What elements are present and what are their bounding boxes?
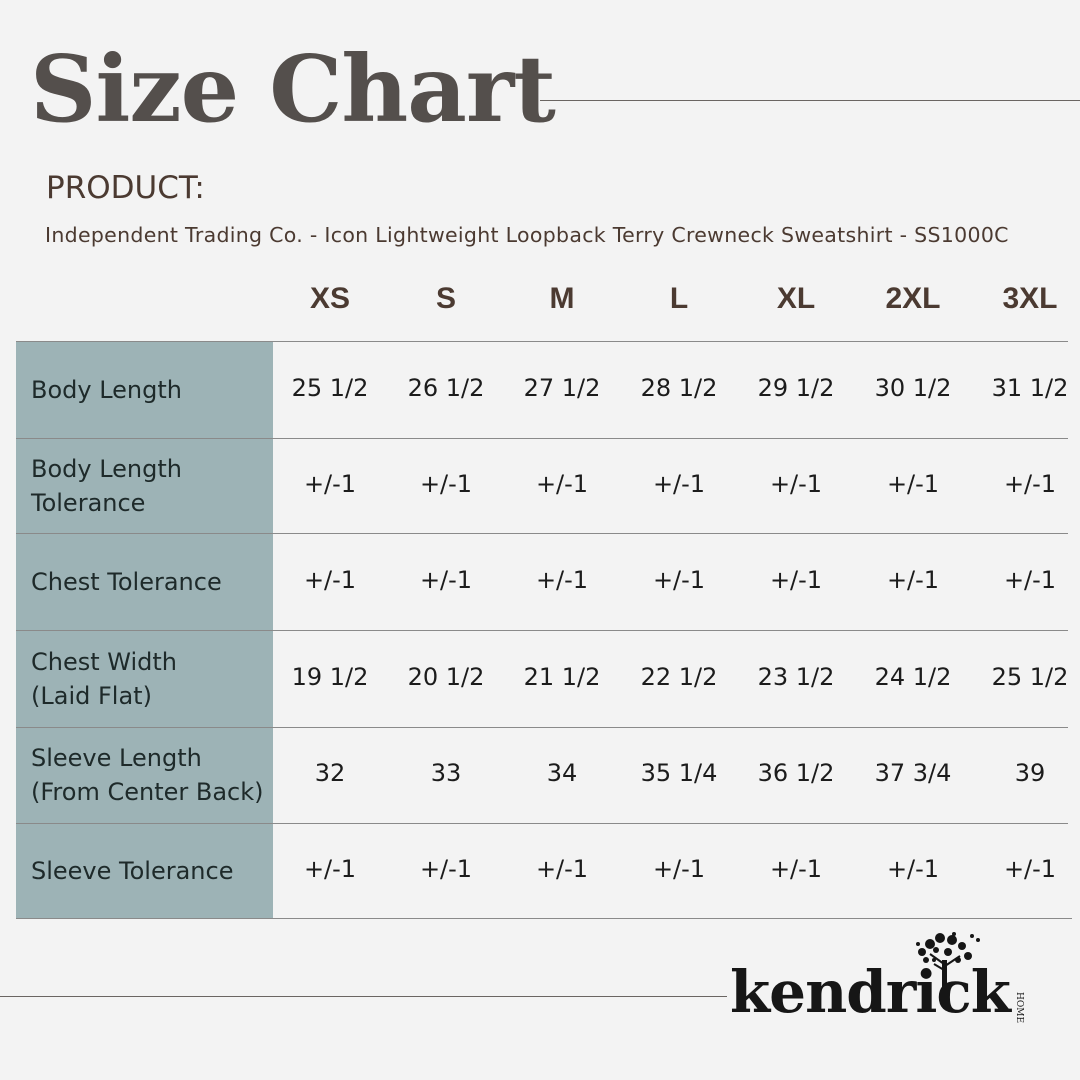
table-cell: +/-1 [652, 565, 706, 594]
table-cell: 23 1/2 [757, 662, 835, 691]
table-cell: 19 1/2 [291, 662, 369, 691]
table-cell: 22 1/2 [640, 662, 718, 691]
table-cell: +/-1 [769, 854, 823, 883]
row-label: Sleeve Length (From Center Back) [31, 744, 264, 806]
table-cell: 35 1/4 [640, 759, 718, 787]
table-cell: +/-1 [652, 469, 706, 498]
row-divider [16, 918, 1072, 919]
table-cell: 29 1/2 [757, 373, 835, 402]
row-label-column [16, 341, 273, 918]
product-label: PRODUCT: [46, 170, 205, 206]
table-cell: +/-1 [419, 469, 473, 498]
table-cell: +/-1 [1003, 565, 1057, 594]
table-cell: +/-1 [886, 565, 940, 594]
table-cell: +/-1 [419, 565, 473, 594]
table-cell: 28 1/2 [640, 373, 718, 402]
table-cell: 21 1/2 [523, 662, 601, 691]
table-cell: +/-1 [1003, 469, 1057, 498]
table-cell: 33 [430, 759, 462, 787]
table-cell: +/-1 [886, 854, 940, 883]
table-cell: +/-1 [1003, 854, 1057, 883]
size-header: XL [776, 282, 816, 315]
table-cell: 20 1/2 [407, 662, 485, 691]
size-header: S [435, 282, 456, 315]
table-cell: +/-1 [535, 565, 589, 594]
size-header: M [549, 282, 575, 315]
table-cell: 27 1/2 [523, 373, 601, 402]
footer-divider [0, 996, 727, 997]
table-cell: 24 1/2 [874, 662, 952, 691]
table-cell: +/-1 [769, 469, 823, 498]
table-cell: +/-1 [652, 854, 706, 883]
table-cell: +/-1 [303, 854, 357, 883]
row-divider [16, 630, 1068, 631]
table-cell: +/-1 [769, 565, 823, 594]
table-cell: 25 1/2 [291, 373, 369, 402]
product-name: Independent Trading Co. - Icon Lightweig… [45, 223, 1009, 247]
table-cell: 34 [546, 759, 578, 787]
table-cell: 32 [314, 759, 346, 787]
table-cell: +/-1 [535, 469, 589, 498]
table-cell: 36 1/2 [757, 759, 835, 787]
table-cell: +/-1 [419, 854, 473, 883]
table-cell: 25 1/2 [991, 662, 1069, 691]
size-header: XS [309, 282, 351, 315]
size-header: 2XL [885, 282, 941, 315]
logo-subtext: HOME [1014, 992, 1024, 1024]
row-label: Sleeve Tolerance [31, 856, 234, 885]
table-cell: 37 3/4 [874, 759, 952, 787]
table-cell: +/-1 [886, 469, 940, 498]
row-divider [16, 438, 1068, 439]
size-header: L [669, 282, 689, 315]
size-header: 3XL [1002, 282, 1058, 315]
table-cell: +/-1 [303, 469, 357, 498]
table-cell: 39 [1014, 759, 1046, 787]
row-divider [16, 533, 1068, 534]
table-cell: +/-1 [535, 854, 589, 883]
table-cell: +/-1 [303, 565, 357, 594]
row-divider [16, 823, 1068, 824]
row-label: Body Length Tolerance [31, 454, 182, 517]
row-divider [16, 727, 1068, 728]
row-label: Chest Width (Laid Flat) [31, 647, 178, 710]
brand-logo: kendrick HOME [730, 930, 1040, 1040]
page-title: Size Chart [30, 35, 556, 143]
row-label: Chest Tolerance [31, 567, 222, 596]
table-cell: 30 1/2 [874, 373, 952, 402]
table-cell: 31 1/2 [991, 373, 1069, 402]
tree-icon [916, 932, 980, 990]
logo-wordmark: kendrick [730, 958, 1011, 1026]
title-divider [540, 100, 1080, 101]
table-cell: 26 1/2 [407, 373, 485, 402]
row-label: Body Length [31, 375, 182, 404]
row-divider [16, 341, 1068, 342]
